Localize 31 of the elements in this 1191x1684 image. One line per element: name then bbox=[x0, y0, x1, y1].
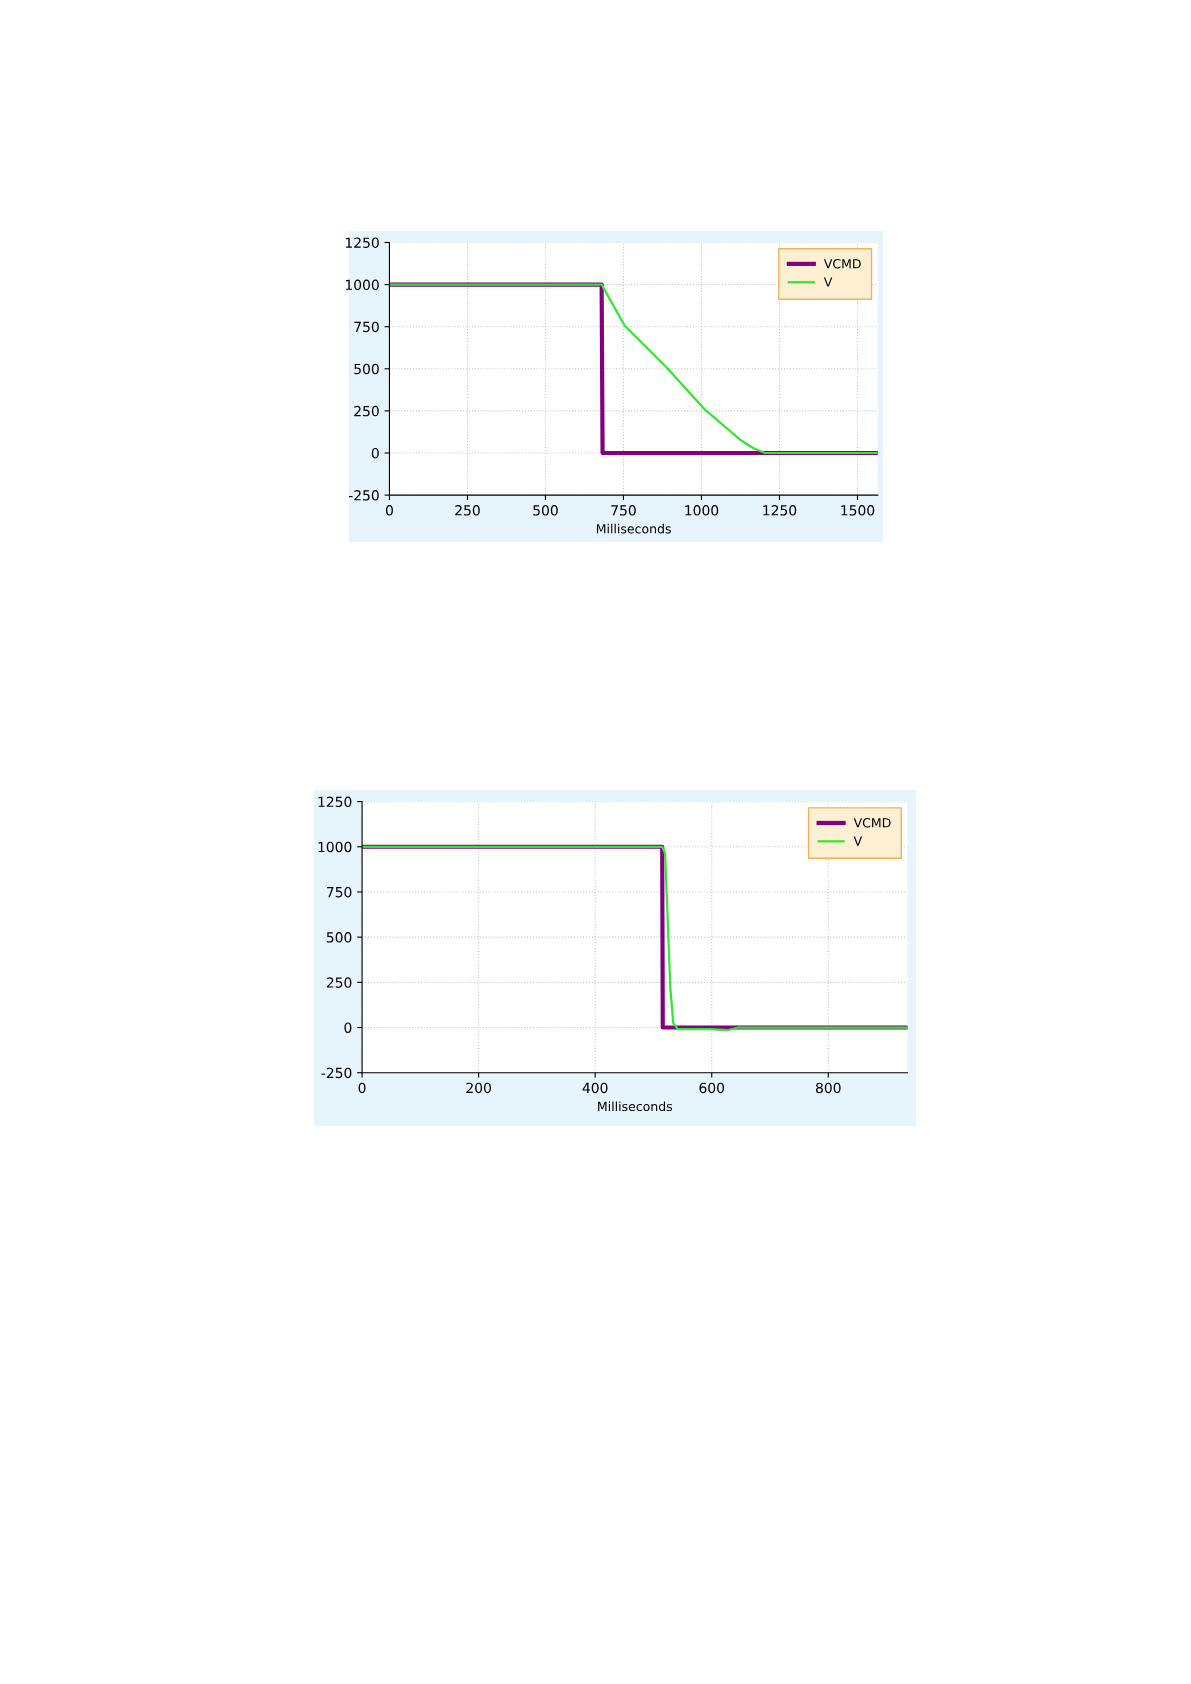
x-tick-label: 250 bbox=[455, 505, 480, 516]
y-tick-label: 1000 bbox=[318, 841, 352, 853]
x-tick-label: 1500 bbox=[841, 505, 875, 516]
y-tick-label: 0 bbox=[344, 1022, 352, 1033]
legend-label: V bbox=[823, 277, 833, 287]
x-tick-label: 0 bbox=[385, 505, 393, 516]
y-tick-label: 0 bbox=[371, 447, 379, 459]
x-tick-label: 800 bbox=[815, 1082, 841, 1094]
y-tick-label: -250 bbox=[321, 1067, 352, 1079]
x-tick-label: 200 bbox=[466, 1082, 491, 1094]
y-tick-label: 1000 bbox=[345, 279, 379, 291]
legend-label: VCMD bbox=[823, 258, 861, 269]
x-tick-label: 1000 bbox=[685, 505, 719, 516]
y-tick-label: 750 bbox=[326, 886, 352, 898]
y-tick-label: 1250 bbox=[318, 796, 352, 808]
y-tick-label: 1250 bbox=[345, 237, 379, 248]
x-axis-title: Milliseconds bbox=[598, 1101, 673, 1112]
y-tick-label: 250 bbox=[326, 977, 352, 988]
x-axis-title: Milliseconds bbox=[596, 523, 671, 534]
y-tick-label: 500 bbox=[326, 932, 352, 943]
y-tick-label: 250 bbox=[354, 405, 379, 417]
legend-label: VCMD bbox=[853, 818, 891, 828]
x-tick-label: 750 bbox=[611, 505, 636, 516]
x-tick-label: 600 bbox=[699, 1082, 725, 1094]
x-tick-label: 1250 bbox=[763, 505, 797, 516]
y-tick-label: 750 bbox=[354, 321, 379, 333]
y-tick-label: 500 bbox=[354, 363, 379, 375]
legend-label: V bbox=[853, 836, 863, 846]
y-tick-label: -250 bbox=[348, 490, 379, 501]
x-tick-label: 500 bbox=[533, 505, 558, 516]
x-tick-label: 400 bbox=[582, 1082, 608, 1094]
